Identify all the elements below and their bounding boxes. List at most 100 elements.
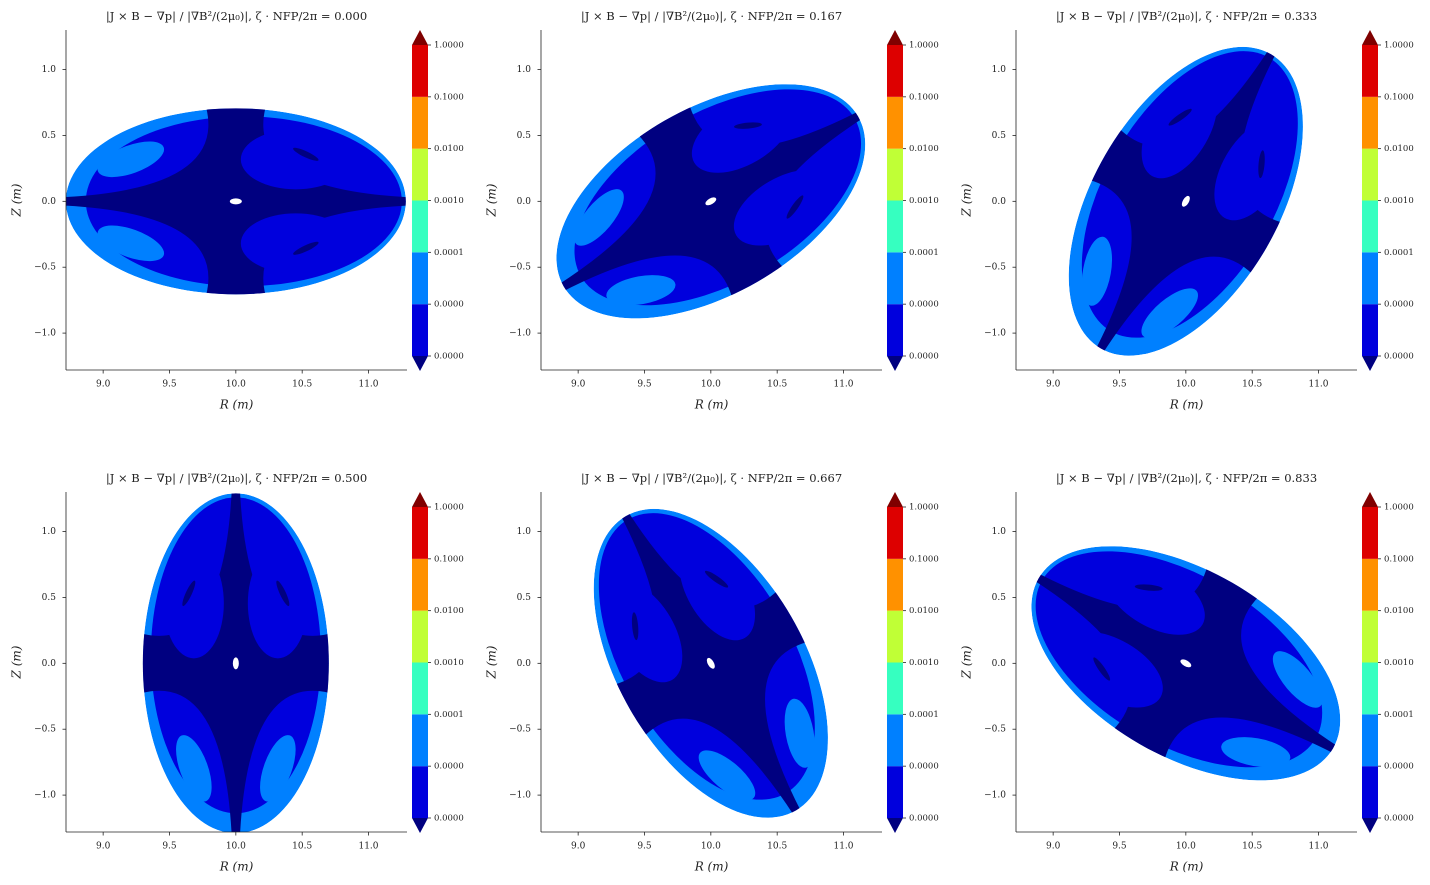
colorbar-segment	[412, 96, 428, 149]
colorbar-tick-label: 0.0001	[909, 248, 939, 258]
contour-region	[240, 213, 351, 274]
contour-region	[573, 189, 624, 246]
x-axis-label: R (m)	[694, 398, 729, 412]
y-tick-label: 0.0	[517, 197, 532, 207]
colorbar-segment	[1362, 662, 1378, 715]
colorbar-tick-label: 0.0000	[434, 300, 464, 310]
colorbar-segment	[1362, 507, 1378, 559]
colorbar-segment	[412, 200, 428, 253]
plot-area	[66, 108, 406, 295]
colorbar-segment	[412, 766, 428, 818]
magnetic-axis	[229, 198, 242, 205]
y-tick-label: 1.0	[517, 65, 532, 75]
contour-region	[97, 141, 165, 178]
colorbar-tick-label: 0.0000	[434, 814, 464, 824]
colorbar-segment	[887, 200, 903, 253]
contour-region	[182, 580, 196, 607]
x-tick-label: 9.0	[571, 380, 586, 390]
colorbar-segment	[887, 252, 903, 305]
subplot: |J × B − ∇p| / |∇B²/(2μ₀)|, ζ · NFP/2π =…	[10, 471, 464, 874]
colorbar-tick-label: 0.0000	[1384, 352, 1414, 362]
y-tick-label: −0.5	[984, 263, 1006, 273]
y-tick-label: 1.0	[517, 527, 532, 537]
subplot: |J × B − ∇p| / |∇B²/(2μ₀)|, ζ · NFP/2π =…	[960, 471, 1414, 874]
x-axis-label: R (m)	[694, 860, 729, 874]
contour-region	[1258, 150, 1265, 179]
y-tick-label: 0.0	[517, 659, 532, 669]
cross-section	[556, 84, 866, 319]
cross-section	[1068, 46, 1303, 356]
y-tick-label: 0.5	[517, 131, 532, 141]
contour-region	[247, 548, 308, 659]
y-tick-label: 1.0	[992, 65, 1007, 75]
colorbar-extend-over	[412, 30, 428, 45]
y-axis-label: Z (m)	[960, 645, 974, 679]
contour-region	[260, 735, 296, 802]
plot-area	[593, 508, 828, 818]
x-tick-label: 9.5	[162, 842, 177, 852]
contour-region	[786, 195, 804, 219]
colorbar-extend-over	[412, 492, 428, 507]
colorbar-extend-under	[412, 818, 428, 833]
y-axis-label: Z (m)	[10, 183, 24, 217]
x-tick-label: 11.0	[358, 380, 378, 390]
colorbar-tick-label: 0.0001	[434, 710, 464, 720]
colorbar-segment	[887, 304, 903, 356]
x-axis-label: R (m)	[219, 860, 254, 874]
colorbar-segment	[887, 662, 903, 715]
colorbar-segment	[1362, 200, 1378, 253]
colorbar-segment	[887, 507, 903, 559]
y-axis-label: Z (m)	[485, 645, 499, 679]
plot-area	[1031, 546, 1341, 781]
y-tick-label: −1.0	[34, 791, 56, 801]
x-axis-label: R (m)	[219, 398, 254, 412]
colorbar-tick-label: 0.1000	[1384, 92, 1414, 102]
colorbar-tick-label: 0.0100	[909, 606, 939, 616]
colorbar-segment	[412, 304, 428, 356]
colorbar-tick-label: 0.0000	[1384, 814, 1414, 824]
colorbar-tick-label: 0.0000	[434, 762, 464, 772]
colorbar-extend-under	[1362, 356, 1378, 371]
colorbar-tick-label: 0.0000	[909, 814, 939, 824]
colorbar-tick-label: 0.1000	[909, 92, 939, 102]
x-tick-label: 10.5	[1242, 842, 1262, 852]
colorbar-segment	[887, 45, 903, 97]
cross-section	[593, 508, 828, 818]
cross-section	[142, 493, 329, 832]
subplot-title: |J × B − ∇p| / |∇B²/(2μ₀)|, ζ · NFP/2π =…	[1056, 9, 1317, 24]
y-tick-label: −1.0	[509, 791, 531, 801]
contour-region	[698, 750, 756, 801]
x-tick-label: 9.0	[1046, 380, 1061, 390]
colorbar-segment	[1362, 252, 1378, 305]
contour-region	[163, 548, 224, 659]
colorbar-tick-label: 0.0100	[1384, 606, 1414, 616]
x-tick-label: 10.5	[767, 842, 787, 852]
colorbar-tick-label: 0.0100	[909, 144, 939, 154]
x-tick-label: 10.0	[701, 380, 721, 390]
x-tick-label: 11.0	[358, 842, 378, 852]
subplot: |J × B − ∇p| / |∇B²/(2μ₀)|, ζ · NFP/2π =…	[10, 9, 464, 412]
contour-region	[1272, 651, 1323, 708]
contour-region	[679, 540, 756, 641]
colorbar-tick-label: 0.0010	[434, 658, 464, 668]
plot-area	[142, 493, 329, 832]
y-tick-label: 1.0	[42, 65, 57, 75]
y-tick-label: 0.0	[42, 659, 57, 669]
y-tick-label: −1.0	[509, 329, 531, 339]
y-tick-label: 1.0	[992, 527, 1007, 537]
colorbar-tick-label: 0.0000	[909, 762, 939, 772]
colorbar-segment	[1362, 148, 1378, 201]
y-tick-label: −1.0	[984, 791, 1006, 801]
colorbar-tick-label: 0.1000	[434, 554, 464, 564]
subplot: |J × B − ∇p| / |∇B²/(2μ₀)|, ζ · NFP/2π =…	[960, 9, 1414, 412]
colorbar-extend-over	[1362, 30, 1378, 45]
colorbar-tick-label: 0.0001	[909, 710, 939, 720]
x-axis-label: R (m)	[1169, 398, 1204, 412]
colorbar-tick-label: 0.0001	[434, 248, 464, 258]
y-tick-label: −1.0	[984, 329, 1006, 339]
y-tick-label: 0.5	[42, 593, 57, 603]
colorbar-extend-under	[1362, 818, 1378, 833]
plot-area	[1068, 46, 1303, 356]
colorbar-tick-label: 0.1000	[1384, 554, 1414, 564]
